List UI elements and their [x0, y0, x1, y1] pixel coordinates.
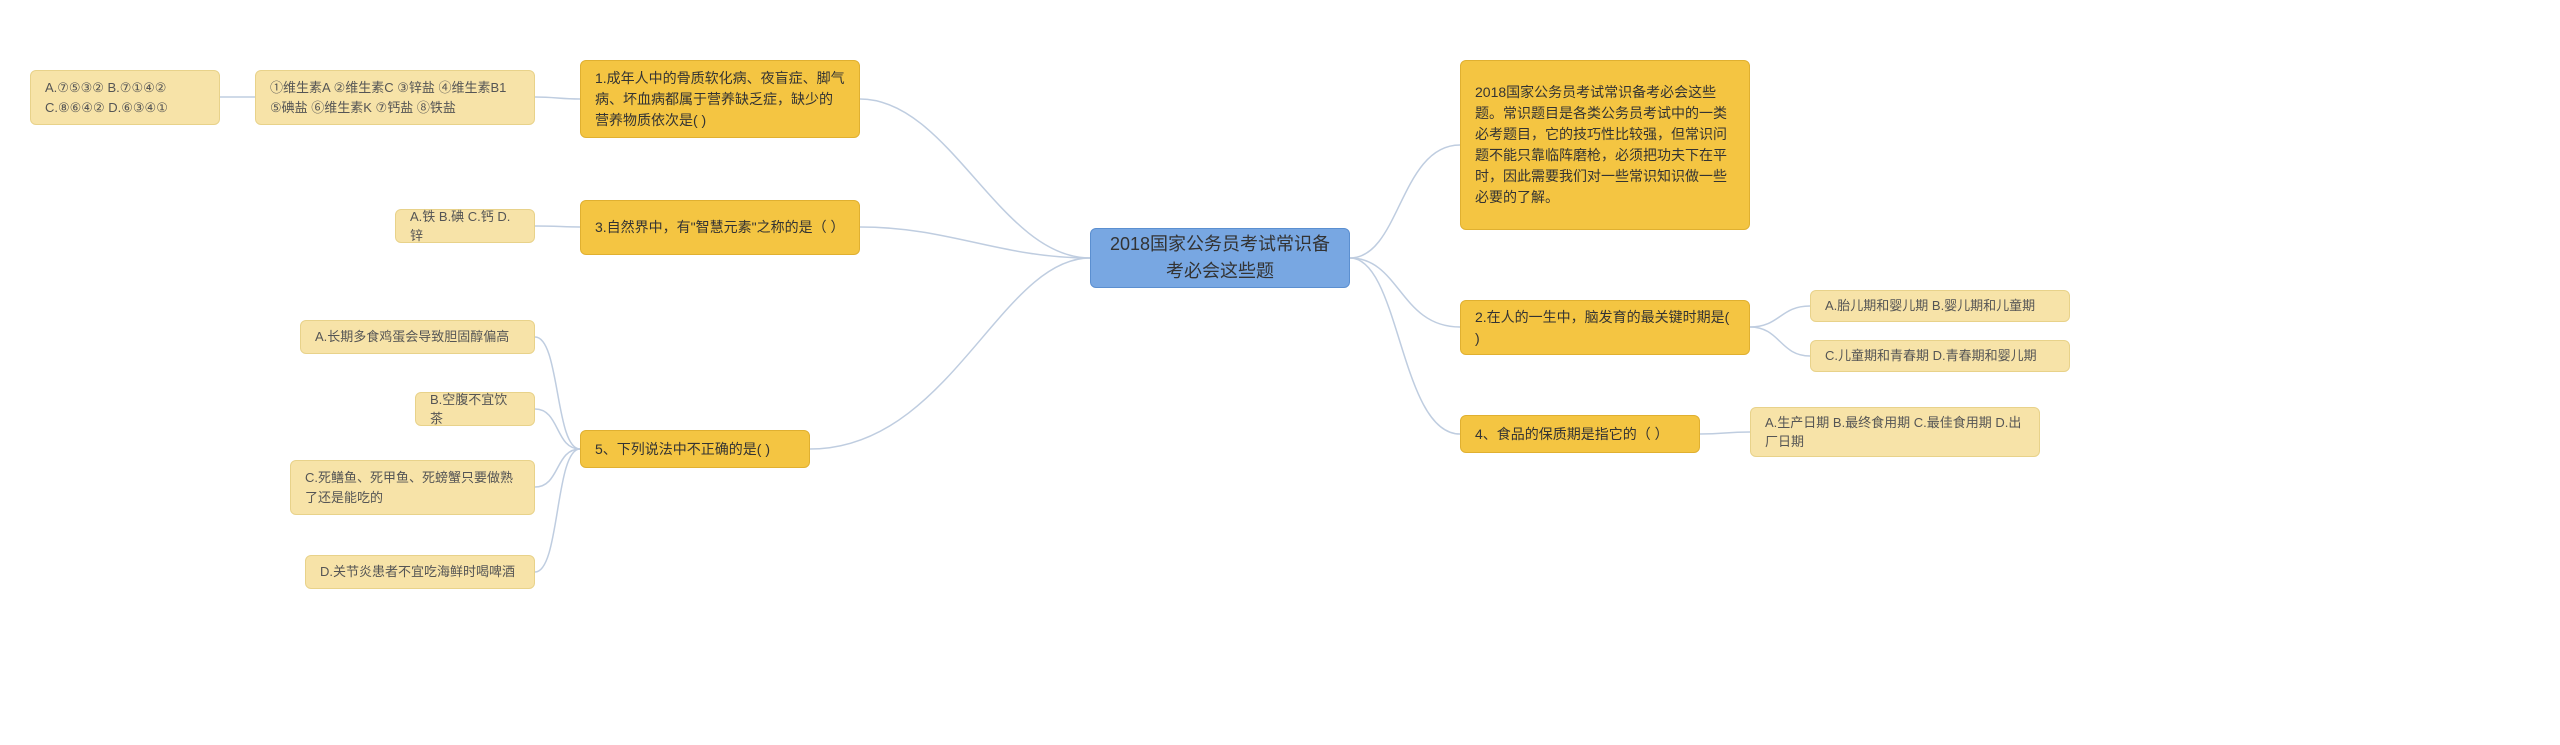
q2-text: 2.在人的一生中，脑发育的最关键时期是( ) [1475, 307, 1735, 349]
q5-opt-d: D.关节炎患者不宜吃海鲜时喝啤酒 [305, 555, 535, 589]
q5d-text: D.关节炎患者不宜吃海鲜时喝啤酒 [320, 562, 515, 582]
q4-node: 4、食品的保质期是指它的（ ） [1460, 415, 1700, 453]
q2a-text: A.胎儿期和婴儿期 B.婴儿期和儿童期 [1825, 296, 2035, 316]
q5c-text: C.死鳝鱼、死甲鱼、死螃蟹只要做熟了还是能吃的 [305, 468, 520, 507]
q3-node: 3.自然界中，有"智慧元素"之称的是（ ） [580, 200, 860, 255]
center-node: 2018国家公务员考试常识备考必会这些题 [1090, 228, 1350, 288]
q5-text: 5、下列说法中不正确的是( ) [595, 439, 770, 460]
q3-text: 3.自然界中，有"智慧元素"之称的是（ ） [595, 217, 845, 238]
q3a-text: A.铁 B.碘 C.钙 D.锌 [410, 207, 520, 246]
q1-text: 1.成年人中的骨质软化病、夜盲症、脚气病、坏血病都属于营养缺乏症，缺少的营养物质… [595, 68, 845, 131]
q5a-text: A.长期多食鸡蛋会导致胆固醇偏高 [315, 327, 509, 347]
center-text: 2018国家公务员考试常识备考必会这些题 [1105, 231, 1335, 285]
q5-opt-a: A.长期多食鸡蛋会导致胆固醇偏高 [300, 320, 535, 354]
q5-opt-b: B.空腹不宜饮茶 [415, 392, 535, 426]
q5-node: 5、下列说法中不正确的是( ) [580, 430, 810, 468]
q5b-text: B.空腹不宜饮茶 [430, 390, 520, 429]
q1a-text: ①维生素A ②维生素C ③锌盐 ④维生素B1 ⑤碘盐 ⑥维生素K ⑦钙盐 ⑧铁盐 [270, 78, 520, 117]
q2-opt-b: C.儿童期和青春期 D.青春期和婴儿期 [1810, 340, 2070, 372]
q2-node: 2.在人的一生中，脑发育的最关键时期是( ) [1460, 300, 1750, 355]
q2b-text: C.儿童期和青春期 D.青春期和婴儿期 [1825, 346, 2037, 366]
q3-opt: A.铁 B.碘 C.钙 D.锌 [395, 209, 535, 243]
q1-node: 1.成年人中的骨质软化病、夜盲症、脚气病、坏血病都属于营养缺乏症，缺少的营养物质… [580, 60, 860, 138]
q4-text: 4、食品的保质期是指它的（ ） [1475, 424, 1669, 445]
q4-opt-a: A.生产日期 B.最终食用期 C.最佳食用期 D.出厂日期 [1750, 407, 2040, 457]
q1b-text: A.⑦⑤③② B.⑦①④② C.⑧⑥④② D.⑥③④① [45, 78, 205, 117]
q2-opt-a: A.胎儿期和婴儿期 B.婴儿期和儿童期 [1810, 290, 2070, 322]
intro-text: 2018国家公务员考试常识备考必会这些题。常识题目是各类公务员考试中的一类必考题… [1475, 82, 1735, 208]
q5-opt-c: C.死鳝鱼、死甲鱼、死螃蟹只要做熟了还是能吃的 [290, 460, 535, 515]
q1-sub2: A.⑦⑤③② B.⑦①④② C.⑧⑥④② D.⑥③④① [30, 70, 220, 125]
q1-sub1: ①维生素A ②维生素C ③锌盐 ④维生素B1 ⑤碘盐 ⑥维生素K ⑦钙盐 ⑧铁盐 [255, 70, 535, 125]
q4a-text: A.生产日期 B.最终食用期 C.最佳食用期 D.出厂日期 [1765, 413, 2025, 452]
intro-node: 2018国家公务员考试常识备考必会这些题。常识题目是各类公务员考试中的一类必考题… [1460, 60, 1750, 230]
